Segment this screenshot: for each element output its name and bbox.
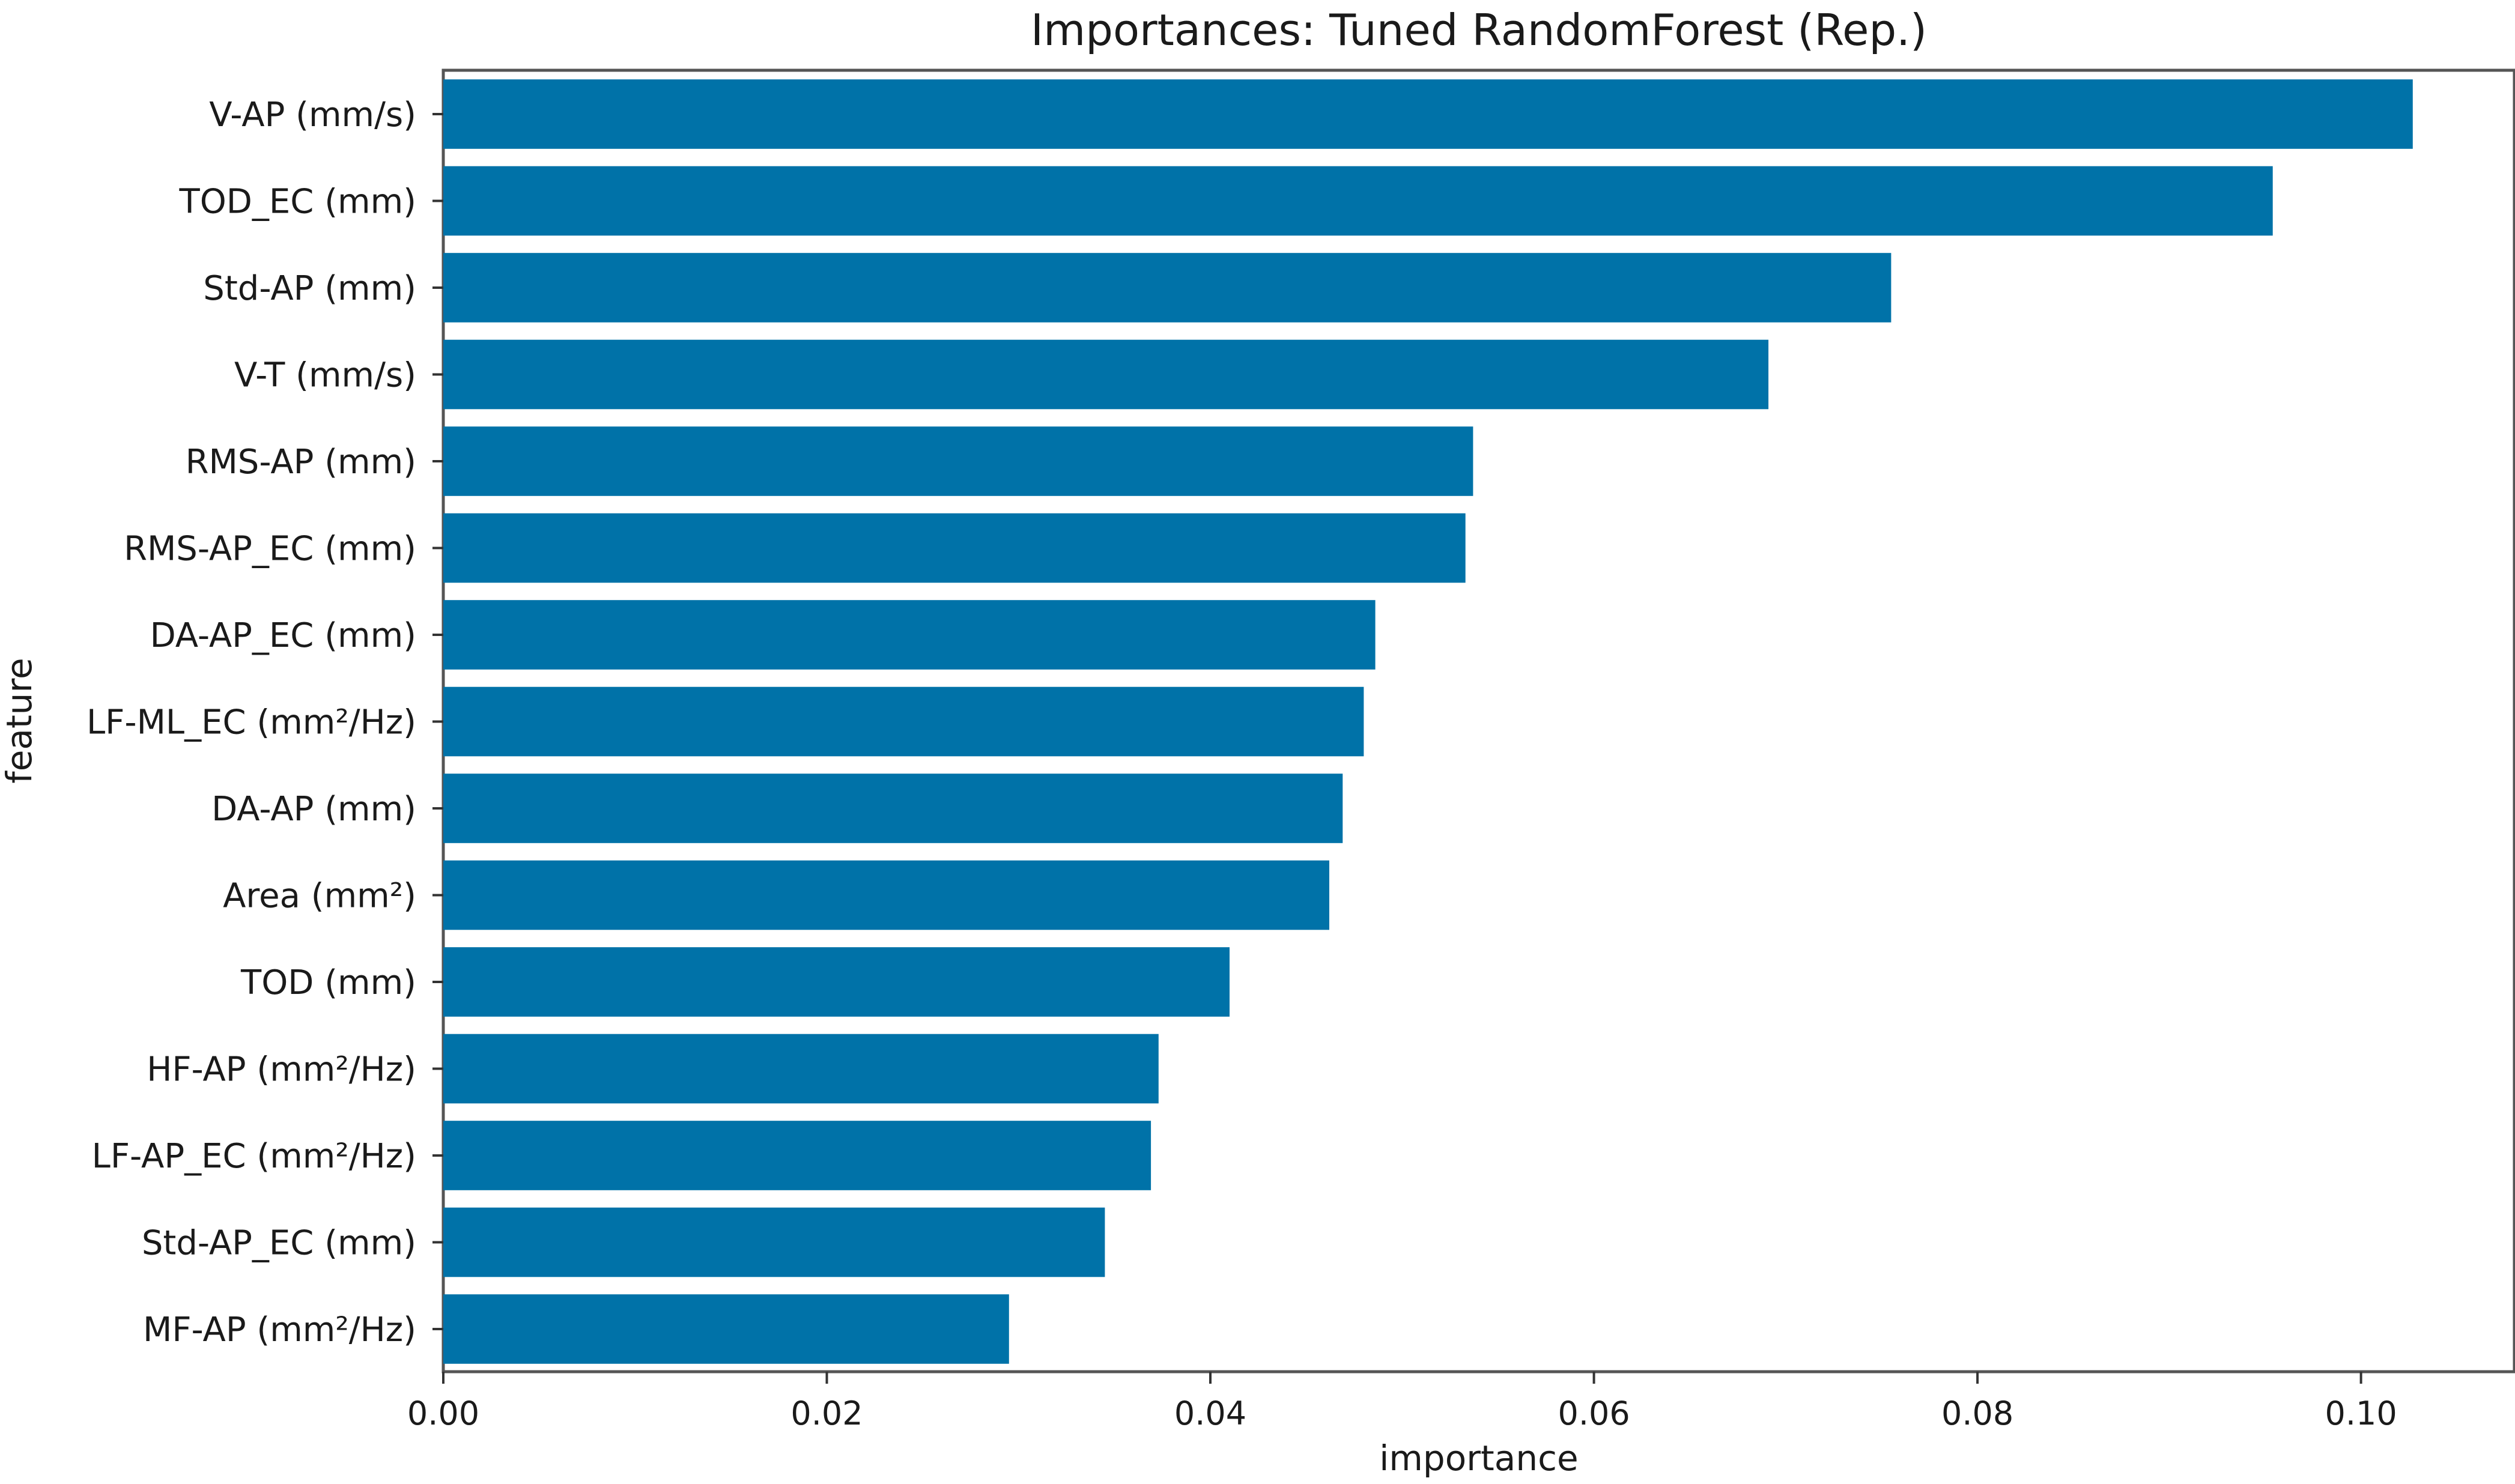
category-label: DA-AP_EC (mm) [150, 616, 416, 655]
y-axis-label: feature [0, 658, 40, 783]
bar-12 [443, 1034, 1159, 1104]
category-label: HF-AP (mm²/Hz) [147, 1050, 416, 1089]
category-label: TOD (mm) [240, 963, 416, 1002]
x-tick-label: 0.06 [1558, 1395, 1630, 1432]
bar-5 [443, 426, 1473, 496]
bar-8 [443, 686, 1364, 757]
bar-3 [443, 253, 1892, 323]
category-label: TOD_EC (mm) [179, 183, 417, 222]
bar-9 [443, 774, 1343, 843]
bar-10 [443, 860, 1329, 930]
bar-14 [443, 1207, 1105, 1277]
x-tick-label: 0.00 [407, 1395, 479, 1432]
x-tick-label: 0.10 [2325, 1395, 2397, 1432]
category-label: DA-AP (mm) [211, 790, 416, 829]
x-axis-ticks: 0.00 0.02 0.04 0.06 0.08 0.10 [407, 1372, 2397, 1432]
bar-4 [443, 339, 1769, 410]
category-label: Std-AP_EC (mm) [142, 1224, 416, 1263]
bar-2 [443, 166, 2273, 236]
x-tick-label: 0.04 [1174, 1395, 1246, 1432]
x-tick-label: 0.02 [790, 1395, 863, 1432]
bars-group [443, 79, 2413, 1364]
chart-title: Importances: Tuned RandomForest (Rep.) [1031, 5, 1927, 55]
category-label: MF-AP (mm²/Hz) [143, 1310, 416, 1349]
x-axis-label: importance [1379, 1438, 1578, 1479]
bar-15 [443, 1294, 1009, 1364]
category-label: LF-AP_EC (mm²/Hz) [92, 1137, 416, 1176]
bar-6 [443, 513, 1466, 583]
category-labels: V-AP (mm/s) TOD_EC (mm) Std-AP (mm) V-T (mm… [86, 95, 443, 1349]
x-tick-label: 0.08 [1941, 1395, 2013, 1432]
bar-1 [443, 79, 2413, 149]
category-label: Std-AP (mm) [203, 269, 416, 308]
category-label: RMS-AP_EC (mm) [124, 530, 416, 569]
category-label: LF-ML_EC (mm²/Hz) [86, 703, 416, 742]
category-label: Area (mm²) [223, 877, 416, 916]
category-label: RMS-AP (mm) [186, 443, 416, 482]
bar-7 [443, 600, 1376, 670]
bar-13 [443, 1121, 1151, 1190]
bar-11 [443, 947, 1230, 1017]
category-label: V-AP (mm/s) [209, 95, 416, 135]
category-label: V-T (mm/s) [234, 356, 416, 395]
